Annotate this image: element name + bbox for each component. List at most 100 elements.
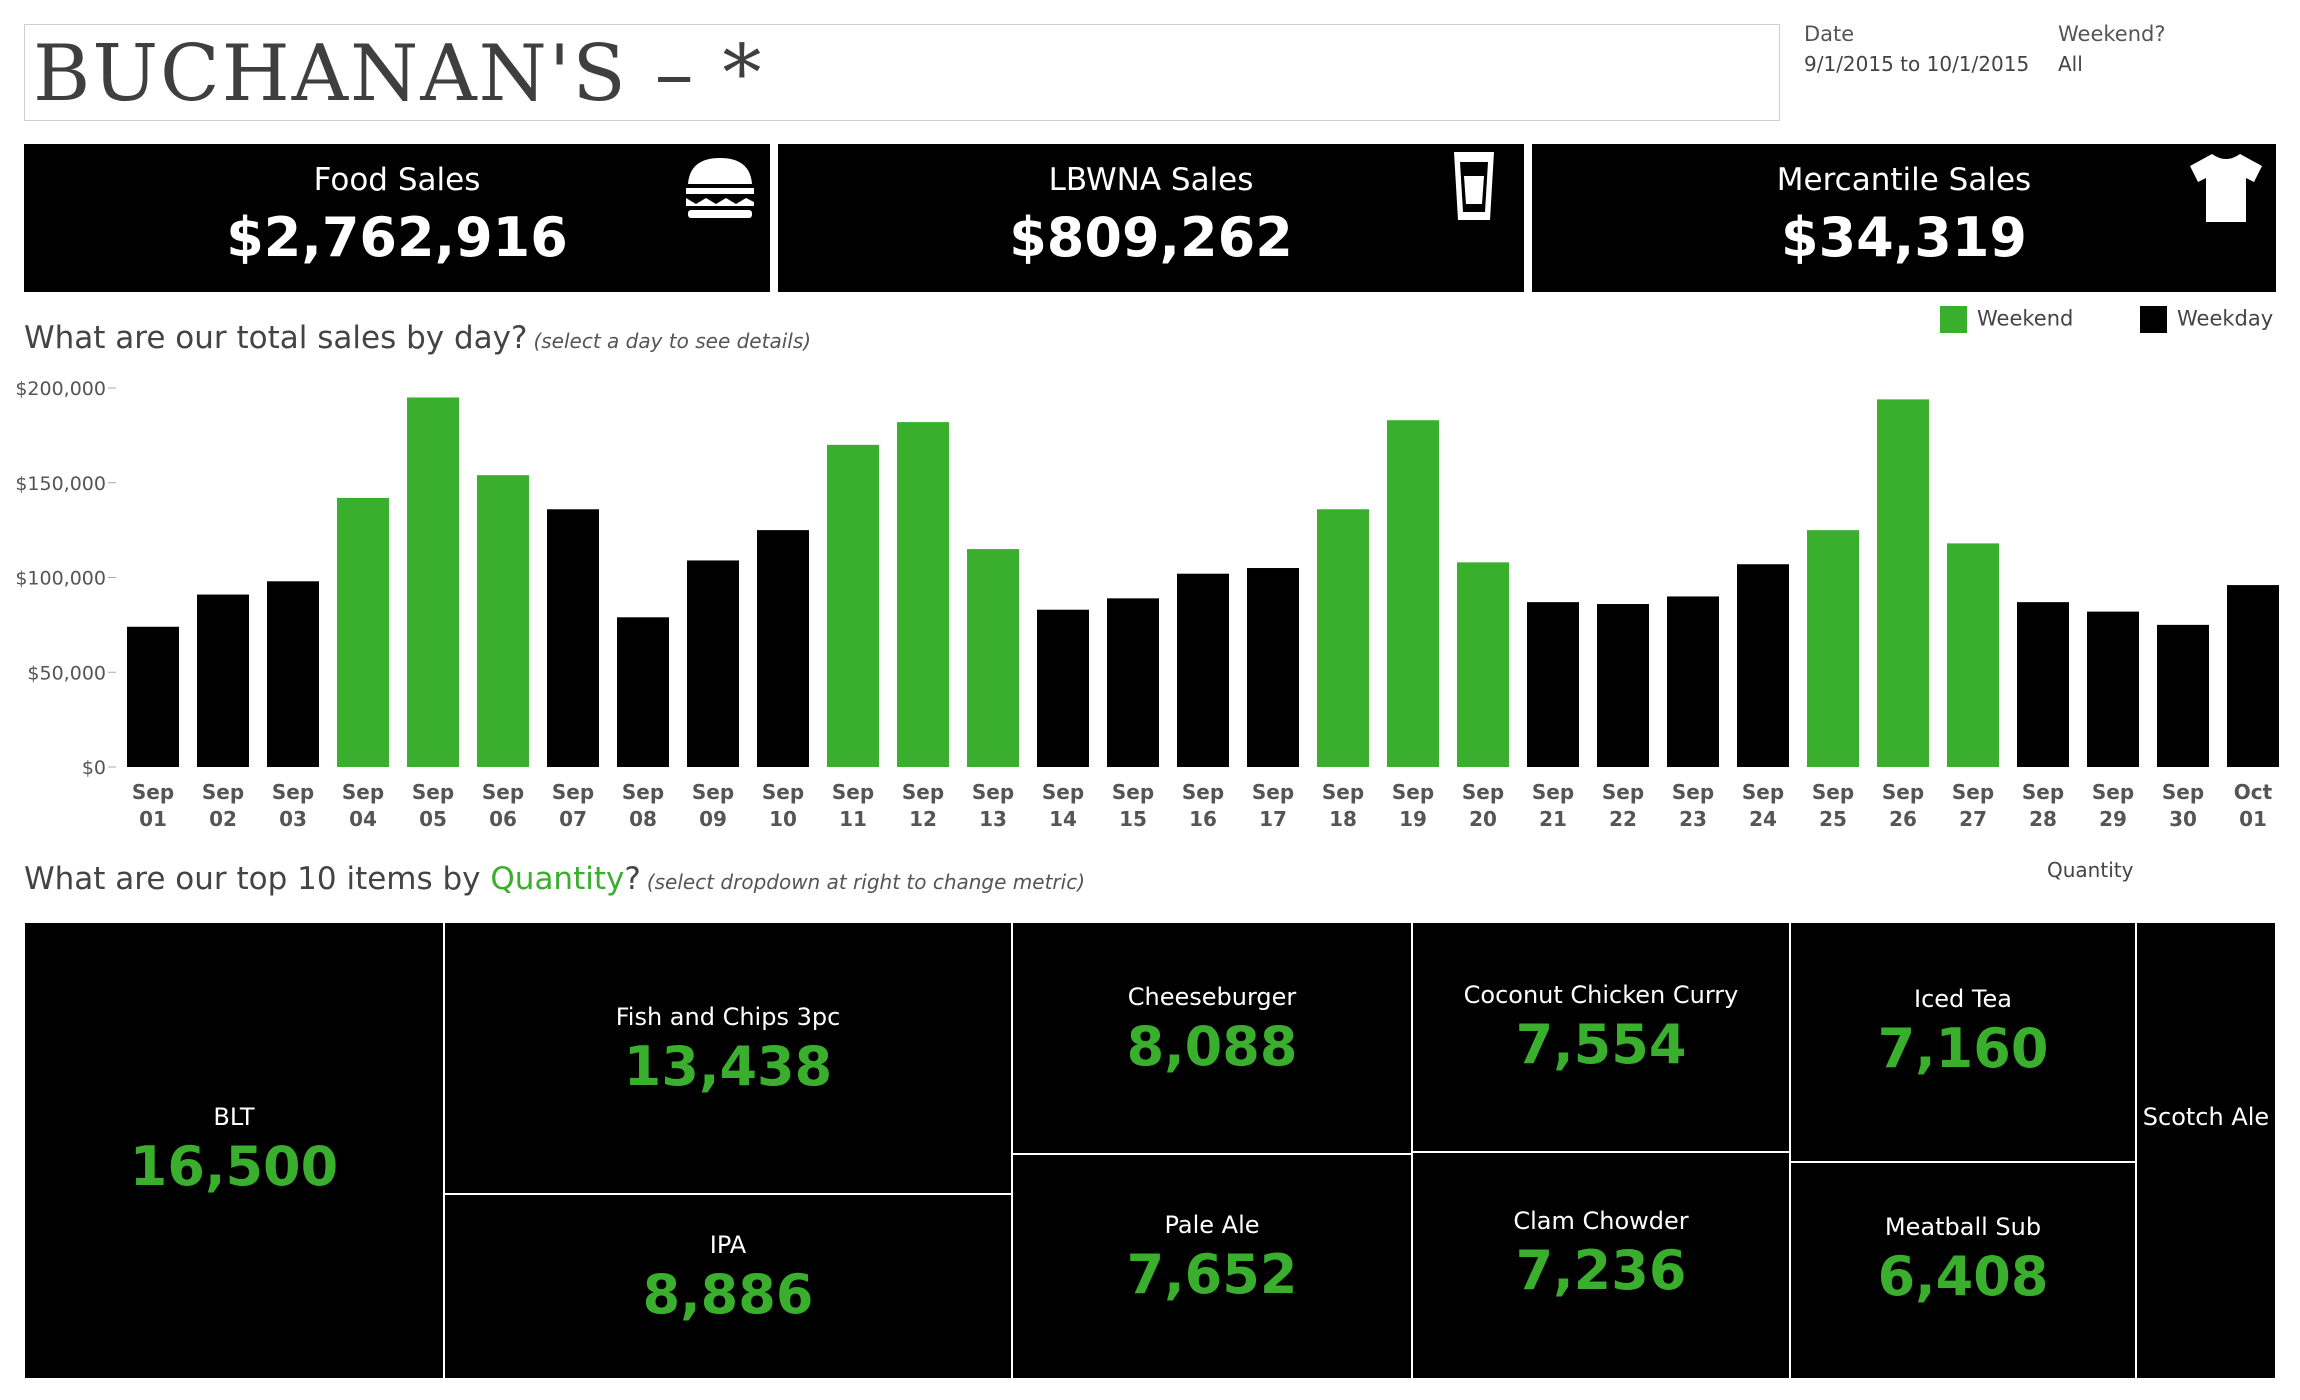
x-tick-month[interactable]: Sep bbox=[2162, 780, 2204, 804]
x-tick-month[interactable]: Sep bbox=[272, 780, 314, 804]
sales-bar[interactable] bbox=[477, 475, 529, 767]
x-tick-day[interactable]: 25 bbox=[1819, 807, 1847, 831]
sales-bar[interactable] bbox=[337, 497, 389, 767]
treemap-tile[interactable]: IPA 8,886 bbox=[444, 1194, 1012, 1379]
legend-weekday[interactable]: Weekday bbox=[2140, 306, 2273, 333]
x-tick-month[interactable]: Sep bbox=[1042, 780, 1084, 804]
x-tick-month[interactable]: Sep bbox=[1812, 780, 1854, 804]
x-tick-day[interactable]: 20 bbox=[1469, 807, 1497, 831]
kpi-food-sales[interactable]: Food Sales $2,762,916 bbox=[24, 144, 770, 292]
sales-bar[interactable] bbox=[827, 444, 879, 767]
treemap-tile[interactable]: BLT 16,500 bbox=[24, 922, 444, 1379]
x-tick-day[interactable]: 07 bbox=[559, 807, 587, 831]
x-tick-month[interactable]: Sep bbox=[692, 780, 734, 804]
x-tick-month[interactable]: Sep bbox=[1742, 780, 1784, 804]
sales-bar[interactable] bbox=[407, 397, 459, 767]
daily-sales-chart[interactable]: $0 $50,000 $100,000 $150,000 $200,000 Sep 01 Se… bbox=[0, 360, 2300, 840]
x-tick-day[interactable]: 02 bbox=[209, 807, 237, 831]
x-tick-day[interactable]: 17 bbox=[1259, 807, 1287, 831]
x-tick-day[interactable]: 12 bbox=[909, 807, 937, 831]
x-tick-month[interactable]: Sep bbox=[762, 780, 804, 804]
x-tick-month[interactable]: Sep bbox=[1392, 780, 1434, 804]
x-tick-day[interactable]: 30 bbox=[2169, 807, 2197, 831]
x-tick-month[interactable]: Sep bbox=[1672, 780, 1714, 804]
x-tick-day[interactable]: 15 bbox=[1119, 807, 1147, 831]
treemap-tile[interactable]: Coconut Chicken Curry 7,554 bbox=[1412, 922, 1790, 1152]
sales-bar[interactable] bbox=[1177, 573, 1229, 767]
x-tick-month[interactable]: Sep bbox=[1882, 780, 1924, 804]
x-tick-day[interactable]: 14 bbox=[1049, 807, 1077, 831]
sales-bar[interactable] bbox=[1107, 598, 1159, 767]
x-tick-month[interactable]: Sep bbox=[1112, 780, 1154, 804]
sales-bar[interactable] bbox=[2087, 611, 2139, 767]
sales-bar[interactable] bbox=[897, 422, 949, 767]
sales-bar[interactable] bbox=[1247, 568, 1299, 767]
sales-bar[interactable] bbox=[1877, 399, 1929, 767]
sales-bar[interactable] bbox=[2227, 585, 2279, 767]
sales-bar[interactable] bbox=[1317, 509, 1369, 767]
x-tick-day[interactable]: 01 bbox=[2239, 807, 2267, 831]
x-tick-month[interactable]: Sep bbox=[622, 780, 664, 804]
sales-bar[interactable] bbox=[1667, 596, 1719, 767]
x-tick-day[interactable]: 19 bbox=[1399, 807, 1427, 831]
treemap-tile[interactable]: Cheeseburger 8,088 bbox=[1012, 922, 1412, 1154]
dashboard-title-box[interactable]: BUCHANAN'S – * bbox=[24, 24, 1780, 121]
x-tick-day[interactable]: 28 bbox=[2029, 807, 2057, 831]
x-tick-day[interactable]: 09 bbox=[699, 807, 727, 831]
weekend-filter-value[interactable]: All bbox=[2058, 52, 2083, 76]
x-tick-day[interactable]: 27 bbox=[1959, 807, 1987, 831]
x-tick-month[interactable]: Sep bbox=[482, 780, 524, 804]
x-tick-month[interactable]: Sep bbox=[552, 780, 594, 804]
x-tick-month[interactable]: Sep bbox=[2092, 780, 2134, 804]
legend-weekend[interactable]: Weekend bbox=[1940, 306, 2073, 333]
treemap-tile[interactable]: Clam Chowder 7,236 bbox=[1412, 1152, 1790, 1379]
sales-bar[interactable] bbox=[2157, 624, 2209, 767]
top-items-treemap[interactable]: BLT 16,500 Fish and Chips 3pc 13,438 IPA… bbox=[24, 922, 2276, 1379]
x-tick-month[interactable]: Sep bbox=[412, 780, 454, 804]
x-tick-month[interactable]: Sep bbox=[1952, 780, 1994, 804]
sales-bar[interactable] bbox=[547, 509, 599, 767]
x-tick-day[interactable]: 29 bbox=[2099, 807, 2127, 831]
x-tick-month[interactable]: Sep bbox=[2022, 780, 2064, 804]
sales-bar[interactable] bbox=[1737, 564, 1789, 767]
x-tick-month[interactable]: Sep bbox=[132, 780, 174, 804]
sales-bar[interactable] bbox=[1527, 602, 1579, 767]
x-tick-month[interactable]: Sep bbox=[832, 780, 874, 804]
sales-bar[interactable] bbox=[1597, 604, 1649, 767]
weekend-filter[interactable]: Weekend? All bbox=[2058, 22, 2166, 76]
x-tick-day[interactable]: 08 bbox=[629, 807, 657, 831]
date-filter[interactable]: Date 9/1/2015 to 10/1/2015 bbox=[1804, 22, 2029, 76]
x-tick-month[interactable]: Sep bbox=[202, 780, 244, 804]
sales-bar[interactable] bbox=[1807, 530, 1859, 767]
x-tick-day[interactable]: 01 bbox=[139, 807, 167, 831]
x-tick-month[interactable]: Sep bbox=[1182, 780, 1224, 804]
x-tick-day[interactable]: 13 bbox=[979, 807, 1007, 831]
metric-dropdown[interactable]: Quantity bbox=[2047, 858, 2134, 882]
x-tick-day[interactable]: 03 bbox=[279, 807, 307, 831]
x-tick-day[interactable]: 05 bbox=[419, 807, 447, 831]
sales-bar[interactable] bbox=[197, 594, 249, 767]
x-tick-month[interactable]: Sep bbox=[1532, 780, 1574, 804]
x-tick-day[interactable]: 24 bbox=[1749, 807, 1777, 831]
sales-bar[interactable] bbox=[127, 626, 179, 767]
sales-bar[interactable] bbox=[687, 560, 739, 767]
treemap-tile[interactable]: Iced Tea 7,160 bbox=[1790, 922, 2136, 1162]
x-tick-month[interactable]: Sep bbox=[342, 780, 384, 804]
sales-bar[interactable] bbox=[267, 581, 319, 767]
x-tick-day[interactable]: 21 bbox=[1539, 807, 1567, 831]
x-tick-day[interactable]: 16 bbox=[1189, 807, 1217, 831]
x-tick-day[interactable]: 23 bbox=[1679, 807, 1707, 831]
treemap-tile[interactable]: Fish and Chips 3pc 13,438 bbox=[444, 922, 1012, 1194]
x-tick-day[interactable]: 06 bbox=[489, 807, 517, 831]
treemap-tile[interactable]: Meatball Sub 6,408 bbox=[1790, 1162, 2136, 1379]
top-items-metric[interactable]: Quantity bbox=[490, 861, 625, 897]
x-tick-month[interactable]: Sep bbox=[972, 780, 1014, 804]
x-tick-month[interactable]: Sep bbox=[1462, 780, 1504, 804]
sales-bar[interactable] bbox=[757, 530, 809, 767]
x-tick-day[interactable]: 04 bbox=[349, 807, 377, 831]
kpi-lbwna-sales[interactable]: LBWNA Sales $809,262 bbox=[778, 144, 1524, 292]
sales-bar[interactable] bbox=[1387, 420, 1439, 767]
kpi-mercantile-sales[interactable]: Mercantile Sales $34,319 bbox=[1532, 144, 2276, 292]
x-tick-day[interactable]: 10 bbox=[769, 807, 797, 831]
treemap-tile[interactable]: Pale Ale 7,652 bbox=[1012, 1154, 1412, 1379]
